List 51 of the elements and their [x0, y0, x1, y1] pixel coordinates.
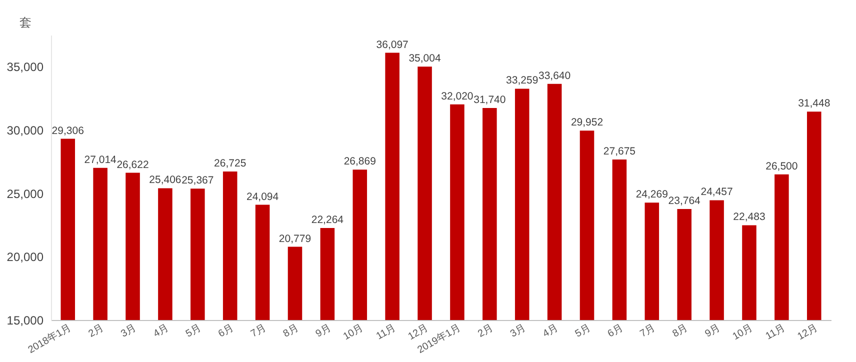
x-tick-label: 9月 — [703, 322, 722, 340]
y-tick-label: 35,000 — [6, 60, 44, 74]
x-tick-label: 7月 — [249, 322, 268, 340]
data-label: 35,004 — [408, 52, 441, 65]
x-tick-label: 2月 — [86, 322, 106, 340]
data-label: 31,740 — [474, 94, 506, 106]
data-label: 26,622 — [116, 158, 149, 171]
x-tick-label: 10月 — [342, 322, 366, 343]
y-axis-title: 套 — [20, 16, 32, 30]
x-tick-label: 3月 — [119, 322, 138, 340]
data-label: 32,020 — [441, 90, 474, 102]
data-label: 24,269 — [636, 188, 668, 201]
data-label: 24,457 — [700, 186, 734, 198]
data-label: 29,306 — [52, 124, 84, 137]
data-label: 27,014 — [84, 154, 117, 166]
y-tick-label: 15,000 — [6, 314, 44, 328]
data-label: 25,406 — [149, 174, 182, 186]
x-tick-label: 11月 — [764, 322, 788, 342]
x-tick-label: 5月 — [184, 322, 204, 340]
y-tick-label: 20,000 — [6, 250, 44, 264]
x-tick-label: 3月 — [508, 322, 528, 340]
data-label: 27,675 — [603, 145, 636, 158]
data-label: 22,264 — [311, 214, 344, 226]
x-tick-label: 11月 — [374, 322, 398, 342]
x-tick-label: 7月 — [638, 322, 658, 340]
data-label: 29,952 — [570, 116, 604, 129]
y-tick-label: 30,000 — [6, 124, 44, 138]
x-tick-label: 4月 — [152, 322, 171, 340]
data-label: 31,448 — [798, 98, 830, 110]
data-label: 24,094 — [246, 190, 279, 203]
data-label: 36,097 — [376, 38, 409, 51]
data-label: 33,259 — [506, 74, 538, 87]
data-label: 26,725 — [214, 157, 246, 170]
data-label: 22,483 — [733, 211, 766, 224]
data-label: 25,367 — [182, 174, 214, 187]
x-tick-label: 9月 — [314, 322, 333, 340]
x-tick-label: 4月 — [541, 322, 560, 340]
x-tick-label: 8月 — [282, 322, 300, 340]
y-tick-label: 25,000 — [6, 186, 44, 201]
x-tick-label: 12月 — [796, 322, 820, 343]
x-tick-label: 6月 — [216, 322, 236, 340]
x-tick-label: 6月 — [606, 322, 625, 340]
data-label: 33,640 — [538, 70, 571, 82]
data-label: 20,779 — [278, 232, 312, 245]
data-label: 26,869 — [344, 156, 376, 168]
x-tick-label: 2月 — [476, 322, 496, 340]
data-label: 26,500 — [766, 160, 798, 172]
data-label: 23,764 — [668, 194, 701, 207]
x-tick-label: 5月 — [574, 322, 593, 340]
x-tick-label: 8月 — [670, 322, 690, 340]
x-tick-label: 10月 — [730, 322, 755, 343]
